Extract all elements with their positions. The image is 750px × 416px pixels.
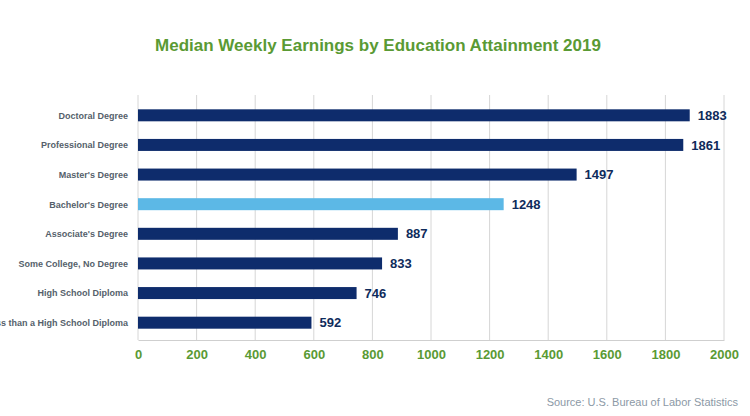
x-tick: 600 <box>303 340 325 362</box>
y-axis: Doctoral Degree Professional Degree Master… <box>0 111 138 328</box>
data-label: 1883 <box>698 108 727 123</box>
x-tick: 1600 <box>593 340 622 362</box>
x-tick: 1000 <box>417 340 446 362</box>
grid-line <box>489 95 490 340</box>
y-tick: Less than a High School Diploma <box>0 318 138 328</box>
x-tick-label: 1600 <box>593 347 622 362</box>
x-axis: 0 200 400 600 800 1000 1200 1400 1600 1800 2000 <box>135 340 739 362</box>
bar <box>138 198 504 210</box>
bar <box>138 287 357 299</box>
chart-container: Median Weekly Earnings by Education Atta… <box>0 0 750 416</box>
chart: Median Weekly Earnings by Education Atta… <box>0 0 750 416</box>
x-tick: 0 <box>135 340 142 362</box>
grid-line <box>138 95 139 340</box>
x-tick-label: 1200 <box>476 347 505 362</box>
data-label: 1497 <box>585 167 614 182</box>
x-tick: 1800 <box>651 340 680 362</box>
grid-line <box>606 95 607 340</box>
y-tick: Professional Degree <box>41 140 138 150</box>
x-tick-label: 600 <box>303 347 325 362</box>
grid <box>138 95 724 340</box>
category-label: Professional Degree <box>41 140 128 150</box>
y-tick: Some College, No Degree <box>18 259 138 269</box>
y-tick: Associate's Degree <box>45 229 138 239</box>
grid-line <box>724 95 725 340</box>
category-label: Master's Degree <box>59 170 128 180</box>
category-label: Associate's Degree <box>45 229 128 239</box>
data-label: 1861 <box>691 138 720 153</box>
x-tick: 2000 <box>710 340 739 362</box>
data-label: 746 <box>365 286 387 301</box>
x-tick: 200 <box>186 340 208 362</box>
category-label: Doctoral Degree <box>58 111 128 121</box>
data-label: 1248 <box>512 197 541 212</box>
background <box>0 0 750 416</box>
category-label: Less than a High School Diploma <box>0 318 129 328</box>
y-tick: High School Diploma <box>37 288 138 298</box>
y-tick: Bachelor's Degree <box>49 200 138 210</box>
bar <box>138 169 577 181</box>
category-label: Bachelor's Degree <box>49 200 128 210</box>
grid-line <box>196 95 197 340</box>
bar <box>138 257 382 269</box>
bar <box>138 139 683 151</box>
y-tick: Master's Degree <box>59 170 138 180</box>
x-tick-label: 0 <box>135 347 142 362</box>
grid-line <box>313 95 314 340</box>
x-tick: 1400 <box>534 340 563 362</box>
y-tick: Doctoral Degree <box>58 111 138 121</box>
grid-line <box>255 95 256 340</box>
data-labels: 1883 1861 1497 1248 887 833746 592 <box>319 108 726 330</box>
data-label: 833 <box>390 256 412 271</box>
x-tick-label: 1800 <box>651 347 680 362</box>
annotation: Source: U.S. Bureau of Labor Statistics <box>547 396 739 408</box>
grid-line <box>372 95 373 340</box>
grid-line <box>431 95 432 340</box>
x-tick-label: 400 <box>245 347 267 362</box>
category-label: Some College, No Degree <box>18 259 128 269</box>
bar <box>138 317 311 329</box>
x-tick-label: 1000 <box>417 347 446 362</box>
title: Median Weekly Earnings by Education Atta… <box>155 36 601 55</box>
x-tick-label: 2000 <box>710 347 739 362</box>
bars <box>138 109 690 328</box>
data-label: 887 <box>406 226 428 241</box>
category-label: High School Diploma <box>37 288 128 298</box>
grid-line <box>548 95 549 340</box>
x-tick: 800 <box>362 340 384 362</box>
x-tick: 1200 <box>476 340 505 362</box>
x-tick-label: 800 <box>362 347 384 362</box>
x-tick: 400 <box>245 340 267 362</box>
bar <box>138 228 398 240</box>
x-axis-line <box>139 340 725 341</box>
data-label: 592 <box>319 315 341 330</box>
x-tick-label: 1400 <box>534 347 563 362</box>
bar <box>138 109 690 121</box>
grid-line <box>665 95 666 340</box>
x-tick-label: 200 <box>186 347 208 362</box>
